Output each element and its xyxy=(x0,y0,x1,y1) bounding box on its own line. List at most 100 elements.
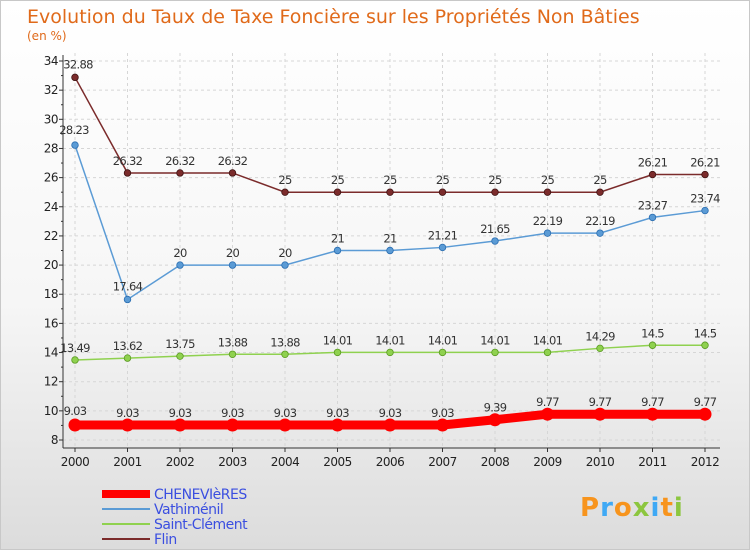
data-label-0-2000: 9.03 xyxy=(64,404,87,418)
legend-label-0: CHENEVIèRES xyxy=(154,487,247,503)
y-tick-label: 34 xyxy=(44,54,58,68)
series xyxy=(68,73,712,432)
series-1-point xyxy=(71,141,79,149)
data-label-2-2011: 14.5 xyxy=(641,326,664,340)
data-label-2-2007: 14.01 xyxy=(428,333,458,347)
data-label-3-2003: 26.32 xyxy=(218,154,248,168)
series-0-point xyxy=(173,418,187,432)
data-label-0-2005: 9.03 xyxy=(326,406,349,420)
y-tick-label: 10 xyxy=(44,404,58,418)
data-label-2-2008: 14.01 xyxy=(480,333,510,347)
series-1-point xyxy=(333,246,342,255)
series-2-point xyxy=(176,352,184,360)
legend-label-1: Vathiménil xyxy=(154,502,223,518)
data-label-3-2008: 25 xyxy=(488,173,502,187)
data-label-0-2003: 9.03 xyxy=(221,406,244,420)
x-tick-label: 2001 xyxy=(113,455,142,469)
data-label-1-2005: 21 xyxy=(331,232,345,246)
series-2-point xyxy=(333,348,342,357)
x-tick-label: 2008 xyxy=(481,455,510,469)
chart-title: Evolution du Taux de Taxe Foncière sur l… xyxy=(27,6,640,28)
series-1-point xyxy=(648,213,657,222)
series-3-point xyxy=(491,188,499,196)
series-0-point xyxy=(646,407,659,421)
data-label-0-2001: 9.03 xyxy=(116,406,139,420)
series-3-point xyxy=(71,73,79,82)
x-tick-label: 2004 xyxy=(271,455,300,469)
series-2-point xyxy=(543,348,552,357)
data-label-0-2010: 9.77 xyxy=(589,395,612,409)
data-label-2-2004: 13.88 xyxy=(270,335,300,349)
series-0-point xyxy=(593,407,607,421)
data-label-2-2002: 13.75 xyxy=(165,337,195,351)
logo-letter: t xyxy=(660,493,673,523)
series-3-point xyxy=(176,169,184,177)
y-tick-label: 12 xyxy=(44,375,58,389)
data-label-1-2011: 23.27 xyxy=(638,198,668,212)
x-tick-label: 2000 xyxy=(61,455,90,469)
data-labels: 9.03 9.03 9.03 9.03 9.03 9.03 9.03 9.03 9.39 9.77… xyxy=(59,57,721,420)
data-label-3-2012: 26.21 xyxy=(690,156,720,170)
series-2-point xyxy=(228,350,237,358)
data-label-3-2001: 26.32 xyxy=(113,154,143,168)
data-label-3-2006: 25 xyxy=(383,173,397,187)
series-1-point xyxy=(596,229,604,237)
series-2-point xyxy=(123,354,132,362)
series-0-point xyxy=(278,418,292,432)
y-tick-label: 18 xyxy=(44,287,58,301)
data-label-2-2012: 14.5 xyxy=(694,326,717,340)
series-3-point xyxy=(228,169,237,177)
series-0-point xyxy=(541,407,554,421)
data-label-0-2012: 9.77 xyxy=(694,395,717,409)
x-tick-label: 2012 xyxy=(691,455,720,469)
data-label-1-2008: 21.65 xyxy=(480,222,510,236)
x-tick-label: 2009 xyxy=(533,455,562,469)
series-0-point xyxy=(488,413,502,427)
proxiti-logo: Proxiti xyxy=(580,493,684,523)
series-1-point xyxy=(228,261,237,269)
data-label-2-2010: 14.29 xyxy=(585,329,615,343)
series-0-point xyxy=(68,418,82,432)
data-label-2-2005: 14.01 xyxy=(323,333,353,347)
data-label-1-2000: 28.23 xyxy=(59,123,89,137)
data-label-1-2002: 20 xyxy=(173,246,187,260)
y-tick-label: 24 xyxy=(44,200,58,214)
data-label-2-2006: 14.01 xyxy=(375,333,405,347)
logo-letter: P xyxy=(580,493,600,523)
data-label-3-2002: 26.32 xyxy=(165,154,195,168)
series-1-point xyxy=(386,246,394,255)
x-tick-label: 2005 xyxy=(323,455,352,469)
series-3-point xyxy=(543,188,552,196)
series-3-point xyxy=(701,170,709,179)
series-2-point xyxy=(701,341,709,349)
axes: 8 10 12 14 16 18 20 22 24 26 28 30 32 34 2000 2001 2002 2… xyxy=(44,54,720,469)
data-label-2-2003: 13.88 xyxy=(218,335,248,349)
x-tick-label: 2002 xyxy=(166,455,195,469)
logo-letter: o xyxy=(614,493,633,523)
series-2-point xyxy=(491,348,499,357)
data-label-1-2004: 20 xyxy=(278,246,292,260)
data-label-0-2006: 9.03 xyxy=(379,406,402,420)
logo-letter: i xyxy=(674,493,684,523)
series-0-point xyxy=(226,418,239,432)
y-tick-label: 14 xyxy=(44,346,58,360)
data-label-0-2008: 9.39 xyxy=(484,401,507,415)
series-2-point xyxy=(438,348,447,357)
data-label-0-2002: 9.03 xyxy=(169,406,192,420)
series-0-point xyxy=(121,418,134,432)
data-label-0-2009: 9.77 xyxy=(536,395,559,409)
series-0-point xyxy=(436,418,449,432)
x-tick-label: 2007 xyxy=(428,455,457,469)
data-label-3-2009: 25 xyxy=(541,173,555,187)
x-tick-label: 2011 xyxy=(638,455,667,469)
data-label-1-2006: 21 xyxy=(383,232,397,246)
data-label-1-2003: 20 xyxy=(226,246,240,260)
y-tick-label: 30 xyxy=(44,112,58,126)
data-label-2-2001: 13.62 xyxy=(113,339,143,353)
y-tick-label: 32 xyxy=(44,83,58,97)
data-label-3-2010: 25 xyxy=(593,173,607,187)
y-tick-label: 22 xyxy=(44,229,58,243)
data-label-3-2007: 25 xyxy=(436,173,450,187)
series-3-point xyxy=(281,188,289,196)
